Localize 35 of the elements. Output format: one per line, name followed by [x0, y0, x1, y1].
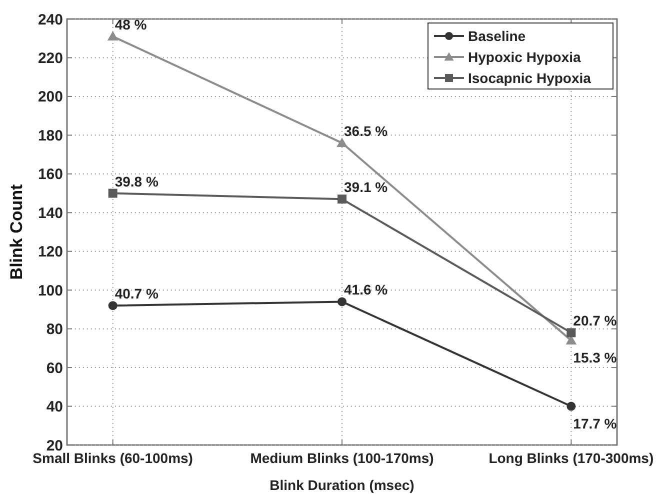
annotation: 39.8 %	[114, 173, 159, 190]
point	[338, 297, 346, 306]
legend-label: Isocapnic Hypoxia	[468, 70, 592, 86]
point	[107, 31, 118, 40]
point	[566, 328, 576, 338]
y-tick-label: 40	[46, 398, 63, 416]
y-tick-label: 220	[38, 50, 63, 67]
point	[108, 188, 118, 198]
y-tick-label: 100	[38, 282, 63, 300]
annotation: 39.1 %	[344, 179, 388, 196]
annotation: 20.7 %	[573, 312, 618, 329]
y-tick-label: 140	[38, 204, 63, 222]
point	[566, 402, 576, 411]
y-tick-label: 80	[46, 321, 63, 338]
y-tick-label: 60	[46, 360, 63, 377]
point	[108, 301, 118, 310]
y-axis-title: Blink Count	[7, 184, 26, 280]
annotation: 41.6 %	[344, 282, 388, 298]
legend-label: Baseline	[468, 28, 526, 44]
point	[336, 138, 348, 147]
point	[338, 194, 346, 204]
x-tick-label: Medium Blinks (100-170ms)	[250, 450, 434, 466]
annotation: 36.5 %	[344, 122, 388, 139]
y-tick-label: 200	[38, 88, 63, 106]
annotation: 48 %	[114, 16, 148, 32]
y-tick-label: 240	[38, 11, 63, 28]
annotation: 40.7 %	[114, 286, 159, 302]
y-tick-label: 160	[38, 166, 63, 184]
annotation: 15.3 %	[573, 349, 618, 366]
x-axis-title: Blink Duration (msec)	[270, 477, 414, 493]
y-tick-label: 120	[38, 244, 63, 261]
legend-label: Hypoxic Hypoxia	[468, 48, 582, 65]
y-tick-label: 180	[38, 127, 63, 144]
annotation: 17.7 %	[573, 415, 618, 432]
x-tick-label: Long Blinks (170-300ms)	[488, 450, 654, 466]
